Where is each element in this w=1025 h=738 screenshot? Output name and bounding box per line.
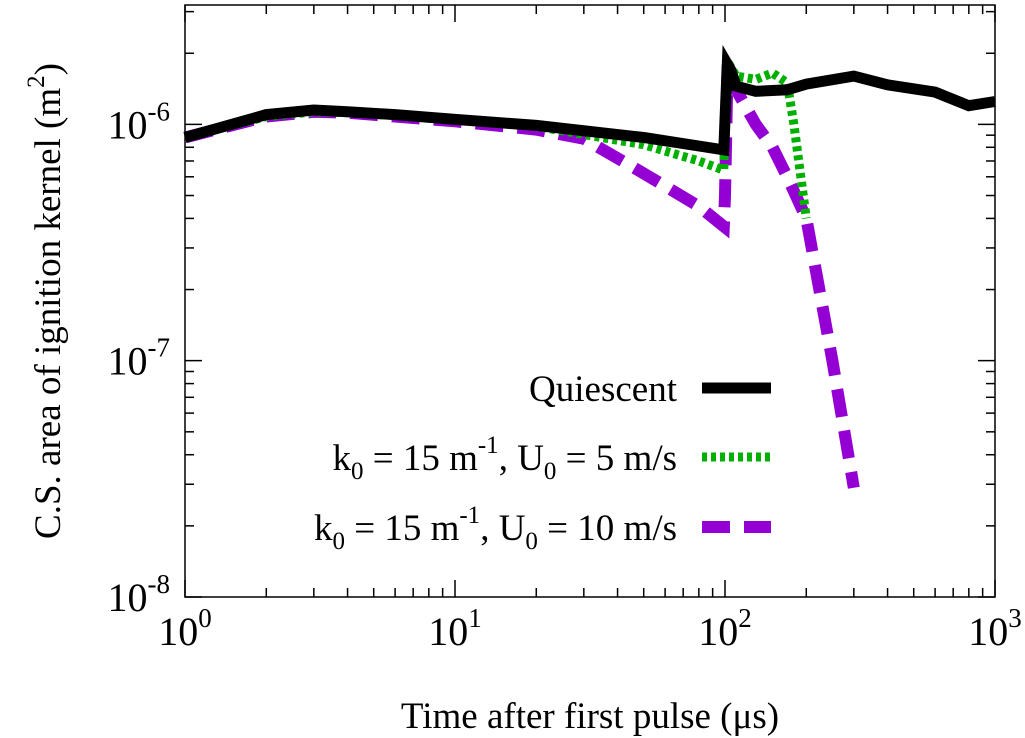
plot-frame bbox=[184, 4, 996, 598]
series-line-1 bbox=[183, 44, 996, 157]
x-tick-label: 102 bbox=[698, 603, 752, 654]
series-line-3 bbox=[183, 65, 860, 489]
series-lines bbox=[183, 44, 996, 489]
y-axis-label: C.S. area of ignition kernel (m2) bbox=[23, 63, 69, 539]
y-tick-label: 10-7 bbox=[108, 333, 171, 384]
x-tick-label: 103 bbox=[968, 603, 1022, 654]
legend-label-1: Quiescent bbox=[529, 369, 678, 410]
legend-label-2: k0 = 15 m-1, U0 = 5 m/s bbox=[332, 432, 677, 485]
y-tick-label: 10-6 bbox=[108, 96, 171, 147]
x-tick-label: 101 bbox=[428, 603, 482, 654]
legend-label-3: k0 = 15 m-1, U0 = 10 m/s bbox=[314, 502, 677, 555]
x-tick-label: 100 bbox=[158, 603, 212, 654]
legend: Quiescent k0 = 15 m-1, U0 = 5 m/s k0 = 15 … bbox=[314, 369, 771, 555]
series-line-2 bbox=[183, 59, 811, 219]
x-axis-label: Time after first pulse (μs) bbox=[401, 696, 779, 737]
